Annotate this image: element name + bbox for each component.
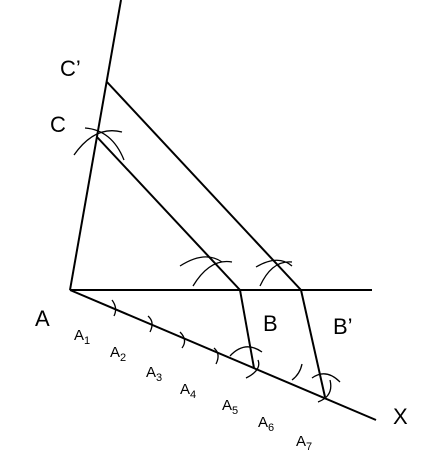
division-label: A1 xyxy=(74,327,90,347)
point-label: B xyxy=(263,311,278,336)
arcs xyxy=(73,127,341,403)
arc xyxy=(255,259,293,268)
arc xyxy=(259,261,293,287)
point-label: C’ xyxy=(60,56,81,81)
division-letter: A xyxy=(258,414,268,431)
arc xyxy=(179,331,186,349)
division-label: A2 xyxy=(110,344,126,364)
point-label: B’ xyxy=(333,314,353,339)
division-index: 1 xyxy=(84,335,90,347)
arc xyxy=(291,363,303,381)
lines xyxy=(69,0,377,421)
line-b-prime-a7 xyxy=(300,289,326,398)
arc xyxy=(179,256,223,267)
line-b-a5 xyxy=(239,289,255,369)
line-c-prime-b-prime xyxy=(106,81,302,291)
division-index: 3 xyxy=(156,372,162,384)
division-label: A3 xyxy=(146,364,162,384)
arc xyxy=(317,379,332,403)
division-letter: A xyxy=(296,433,306,450)
arc xyxy=(229,346,263,357)
point-label: C xyxy=(50,112,66,137)
point-label: A xyxy=(35,306,50,331)
division-letter: A xyxy=(74,327,84,344)
division-label: A6 xyxy=(258,414,274,434)
arc xyxy=(311,373,341,383)
division-index: 5 xyxy=(232,405,238,417)
division-index: 6 xyxy=(268,422,274,434)
line-cb xyxy=(96,136,241,291)
arc xyxy=(192,260,233,287)
division-index: 4 xyxy=(190,389,196,401)
arc xyxy=(213,347,219,365)
division-label: A5 xyxy=(222,397,238,417)
division-letter: A xyxy=(110,344,120,361)
division-letter: A xyxy=(180,381,190,398)
labels: C’ C A B B’ X A1 A2 A3 A4 A5 A6 A7 xyxy=(35,56,408,453)
division-label: A4 xyxy=(180,381,196,401)
point-label: X xyxy=(393,404,408,429)
arc xyxy=(245,359,260,379)
arc xyxy=(111,299,117,317)
arc xyxy=(147,315,153,333)
ray-ac xyxy=(69,0,122,291)
division-letter: A xyxy=(146,364,156,381)
division-index: 7 xyxy=(306,441,312,453)
division-label: A7 xyxy=(296,433,312,453)
division-letter: A xyxy=(222,397,232,414)
arc xyxy=(84,127,125,161)
arc xyxy=(73,130,123,156)
division-index: 2 xyxy=(120,352,126,364)
